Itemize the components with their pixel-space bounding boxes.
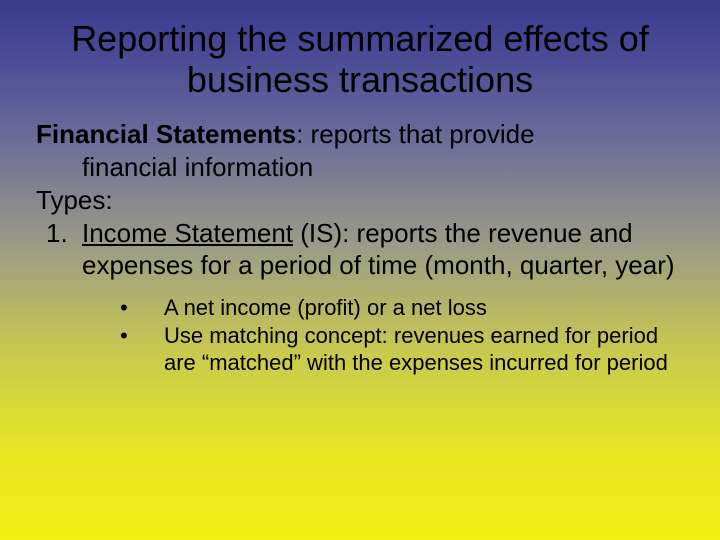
slide: Reporting the summarized effects of busi… <box>0 0 720 540</box>
sub-bullet-item: • A net income (profit) or a net loss <box>120 295 690 321</box>
item-label-underlined: Income Statement <box>82 218 293 248</box>
numbered-item-1: 1.Income Statement (IS): reports the rev… <box>36 218 690 280</box>
body-block: Financial Statements: reports that provi… <box>30 119 690 376</box>
definition-separator: : <box>296 119 310 149</box>
bullet-icon: • <box>120 295 164 321</box>
definition-line: Financial Statements: reports that provi… <box>36 119 690 150</box>
sub-bullet-list: • A net income (profit) or a net loss • … <box>36 295 690 376</box>
bullet-icon: • <box>120 323 164 376</box>
slide-title: Reporting the summarized effects of busi… <box>30 18 690 101</box>
definition-text-2: financial information <box>36 152 690 183</box>
sub-bullet-text: Use matching concept: revenues earned fo… <box>164 323 690 376</box>
sub-bullet-text: A net income (profit) or a net loss <box>164 295 690 321</box>
definition-label: Financial Statements <box>36 119 296 149</box>
definition-text-1: reports that provide <box>311 119 535 149</box>
item-number: 1. <box>46 218 82 249</box>
types-label: Types: <box>36 185 690 216</box>
sub-bullet-item: • Use matching concept: revenues earned … <box>120 323 690 376</box>
